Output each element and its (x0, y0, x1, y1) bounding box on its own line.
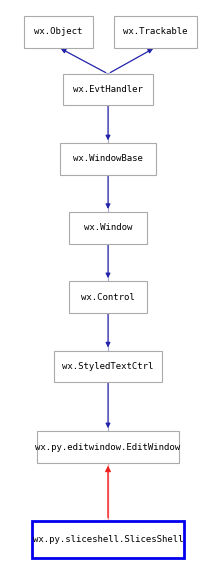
FancyBboxPatch shape (32, 520, 184, 559)
Text: wx.Trackable: wx.Trackable (123, 27, 188, 36)
FancyBboxPatch shape (24, 16, 93, 48)
FancyBboxPatch shape (37, 432, 179, 463)
FancyBboxPatch shape (69, 212, 147, 243)
FancyBboxPatch shape (60, 143, 156, 175)
Text: wx.py.editwindow.EditWindow: wx.py.editwindow.EditWindow (35, 443, 181, 452)
FancyBboxPatch shape (54, 351, 162, 383)
Text: wx.Control: wx.Control (81, 293, 135, 302)
FancyBboxPatch shape (114, 16, 197, 48)
Text: wx.EvtHandler: wx.EvtHandler (73, 85, 143, 94)
FancyBboxPatch shape (63, 74, 153, 106)
Text: wx.WindowBase: wx.WindowBase (73, 154, 143, 163)
Text: wx.py.sliceshell.SlicesShell: wx.py.sliceshell.SlicesShell (33, 535, 183, 544)
Text: wx.Window: wx.Window (84, 223, 132, 233)
FancyBboxPatch shape (69, 282, 147, 313)
Text: wx.StyledTextCtrl: wx.StyledTextCtrl (62, 362, 154, 371)
Text: wx.Object: wx.Object (34, 27, 83, 36)
